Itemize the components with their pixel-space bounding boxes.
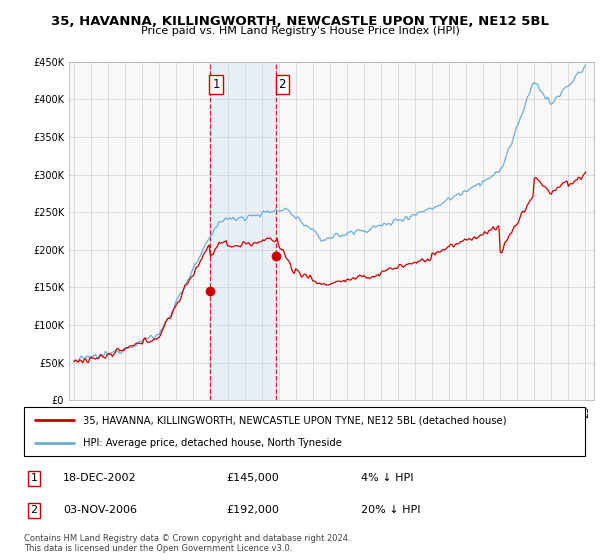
Text: 1: 1 [31, 473, 38, 483]
Text: Price paid vs. HM Land Registry's House Price Index (HPI): Price paid vs. HM Land Registry's House … [140, 26, 460, 36]
Text: £145,000: £145,000 [226, 473, 279, 483]
Bar [210, 62, 276, 400]
Text: HPI: Average price, detached house, North Tyneside: HPI: Average price, detached house, Nort… [83, 438, 342, 448]
Text: 4% ↓ HPI: 4% ↓ HPI [361, 473, 413, 483]
Text: 20% ↓ HPI: 20% ↓ HPI [361, 505, 420, 515]
FancyBboxPatch shape [24, 407, 585, 456]
Text: Contains HM Land Registry data © Crown copyright and database right 2024.
This d: Contains HM Land Registry data © Crown c… [24, 534, 350, 553]
Text: 35, HAVANNA, KILLINGWORTH, NEWCASTLE UPON TYNE, NE12 5BL (detached house): 35, HAVANNA, KILLINGWORTH, NEWCASTLE UPO… [83, 416, 506, 426]
Text: £192,000: £192,000 [226, 505, 279, 515]
Text: 03-NOV-2006: 03-NOV-2006 [63, 505, 137, 515]
Text: 1: 1 [212, 78, 220, 91]
Text: 35, HAVANNA, KILLINGWORTH, NEWCASTLE UPON TYNE, NE12 5BL: 35, HAVANNA, KILLINGWORTH, NEWCASTLE UPO… [51, 15, 549, 27]
Text: 18-DEC-2002: 18-DEC-2002 [63, 473, 137, 483]
Text: 2: 2 [31, 505, 38, 515]
Text: 2: 2 [278, 78, 286, 91]
